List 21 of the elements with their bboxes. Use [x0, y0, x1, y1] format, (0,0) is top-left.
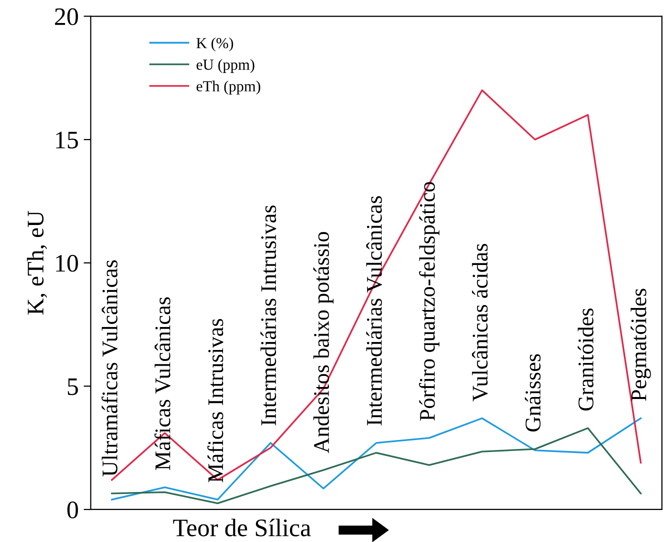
x-axis-title: Teor de Sílica: [173, 518, 311, 536]
x-tick-label: Ultramáficas Vulcânicas: [102, 260, 118, 476]
y-axis-title: K, eTh, eU: [26, 210, 47, 315]
x-tick-label: Granitóides: [578, 308, 594, 411]
x-tick-label: Pórfiro quartzo-feldspático: [419, 182, 440, 421]
x-tick-label: Intermediárias Intrusivas: [260, 206, 276, 426]
x-tick-label: Vulcânicas ácidas: [472, 244, 488, 402]
x-tick-label: Gnáisses: [524, 354, 541, 432]
y-tick-label: 20: [55, 8, 78, 26]
x-tick-label: Pegmatóides: [630, 288, 651, 401]
x-tick-label: Máficas Intrusivas: [207, 318, 224, 482]
x-tick-label: Intermediárias Vulcânicas: [366, 196, 382, 426]
x-tick-label: Andesitos baixo potássio: [313, 232, 334, 454]
x-tick-label: Máficas Vulcânicas: [154, 297, 170, 470]
y-tick-label: 0: [67, 502, 78, 518]
y-tick-label: 5: [68, 378, 78, 396]
y-tick-label: 10: [56, 254, 78, 272]
legend-label: eTh (ppm): [196, 80, 260, 95]
legend-label: K (%): [196, 38, 234, 52]
legend-label: eU (ppm): [196, 59, 254, 73]
y-tick-label: 15: [56, 132, 78, 148]
